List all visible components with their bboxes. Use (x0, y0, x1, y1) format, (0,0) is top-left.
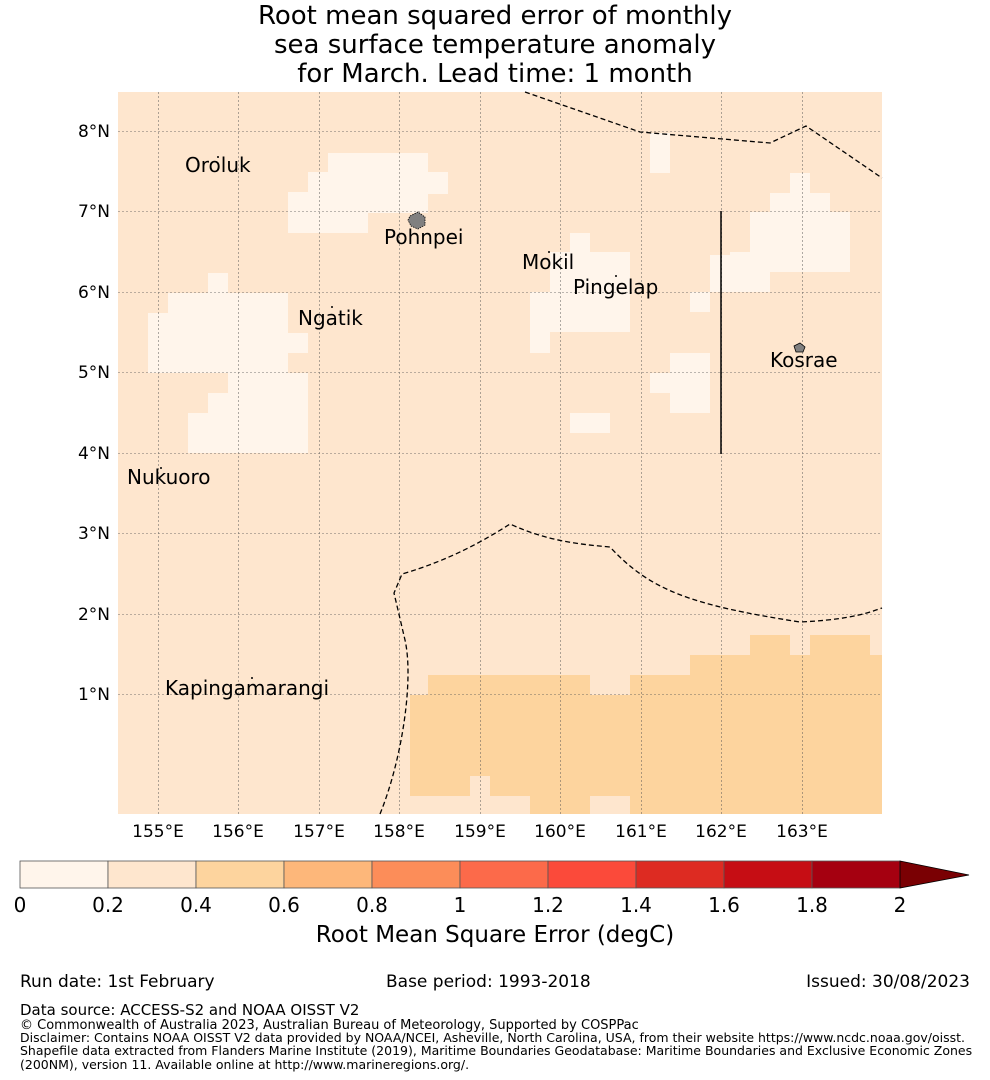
pohnpei-island (407, 211, 426, 230)
colorbar-tick-label: 0.6 (268, 893, 300, 917)
title-line-3: for March. Lead time: 1 month (297, 59, 693, 89)
latitude-labels: 8°N 7°N 6°N 5°N 4°N 3°N 2°N 1°N (78, 122, 110, 705)
colorbar-segment (459, 860, 549, 889)
colorbar-segment (19, 860, 109, 889)
base-period: Base period: 1993-2018 (386, 972, 591, 992)
place-label: Oroluk (185, 153, 251, 177)
title-line-2: sea surface temperature anomaly (274, 30, 716, 60)
disclaimer-line-1: Disclaimer: Contains NOAA OISST V2 data … (20, 1030, 965, 1045)
lon-tick-label: 157°E (293, 822, 345, 842)
place-label: Mokil (522, 250, 574, 274)
colorbar-segment (723, 860, 813, 889)
nukuoro-atoll (160, 467, 162, 469)
colorbar-title: Root Mean Square Error (degC) (315, 922, 675, 948)
colorbar-segment (811, 860, 901, 889)
pingelap-atoll (615, 275, 617, 277)
lat-tick-label: 1°N (78, 685, 110, 705)
place-label: Nukuoro (127, 465, 211, 489)
lon-tick-label: 162°E (695, 822, 747, 842)
place-label: Ngatik (298, 306, 363, 330)
lon-tick-label: 155°E (132, 822, 184, 842)
lon-tick-label: 156°E (212, 822, 264, 842)
place-label: Pingelap (573, 275, 658, 299)
lon-tick-label: 163°E (776, 822, 828, 842)
data-source: Data source: ACCESS-S2 and NOAA OISST V2 (20, 1001, 360, 1019)
lat-tick-label: 7°N (78, 202, 110, 222)
kapingamarangi-atoll (251, 677, 253, 679)
colorbar-segment (195, 860, 285, 889)
kosrae-island (793, 342, 806, 353)
low-error-patches (148, 133, 850, 453)
colorbar-tick-label: 1.8 (796, 893, 828, 917)
oroluk-atoll (217, 156, 219, 158)
run-date: Run date: 1st February (20, 972, 215, 992)
mokil-atoll (548, 251, 550, 253)
colorbar-tick-label: 2 (894, 893, 907, 917)
lat-tick-label: 3°N (78, 524, 110, 544)
colorbar-segment (635, 860, 725, 889)
lon-tick-label: 160°E (534, 822, 586, 842)
place-label: Pohnpei (384, 225, 464, 249)
colorbar-segment (371, 860, 461, 889)
islands (160, 156, 806, 679)
place-label: Kapingamarangi (165, 676, 329, 700)
colorbar: 0 0.2 0.4 0.6 0.8 1 1.2 1.4 1.6 1.8 2 (14, 860, 970, 917)
title-line-1: Root mean squared error of monthly (257, 1, 733, 31)
colorbar-tick-label: 1 (454, 893, 467, 917)
disclaimer-line-2: Shapefile data extracted from Flanders M… (20, 1043, 973, 1058)
colorbar-segment (547, 860, 637, 889)
longitude-labels: 155°E 156°E 157°E 158°E 159°E 160°E 161°… (132, 822, 828, 842)
colorbar-tick-label: 0.8 (356, 893, 388, 917)
lon-tick-label: 161°E (615, 822, 667, 842)
lat-tick-label: 8°N (78, 122, 110, 142)
colorbar-segment (107, 860, 197, 889)
lon-tick-label: 158°E (373, 822, 425, 842)
colorbar-segment (283, 860, 373, 889)
colorbar-extend-arrow (899, 860, 970, 889)
colorbar-tick-label: 0.4 (180, 893, 212, 917)
ngatik-atoll (331, 306, 333, 308)
lat-tick-label: 6°N (78, 283, 110, 303)
lat-tick-label: 4°N (78, 444, 110, 464)
lat-tick-label: 2°N (78, 605, 110, 625)
medium-error-area (410, 635, 882, 814)
place-label: Kosrae (770, 348, 838, 372)
colorbar-tick-label: 0.2 (92, 893, 124, 917)
place-labels: Oroluk Pohnpei Mokil Pingelap Ngatik Kos… (127, 153, 838, 700)
colorbar-tick-label: 1.6 (708, 893, 740, 917)
lat-tick-label: 5°N (78, 363, 110, 383)
colorbar-tick-label: 1.2 (532, 893, 564, 917)
disclaimer-line-3: (200NM), version 11. Available online at… (20, 1057, 470, 1072)
chart-title: Root mean squared error of monthly sea s… (0, 2, 990, 89)
lon-tick-label: 159°E (454, 822, 506, 842)
colorbar-tick-label: 0 (14, 893, 27, 917)
copyright: © Commonwealth of Australia 2023, Austra… (20, 1018, 639, 1033)
issued-date: Issued: 30/08/2023 (806, 972, 970, 992)
colorbar-tick-label: 1.4 (620, 893, 652, 917)
eez-boundaries (379, 91, 883, 815)
graticule (118, 92, 882, 814)
